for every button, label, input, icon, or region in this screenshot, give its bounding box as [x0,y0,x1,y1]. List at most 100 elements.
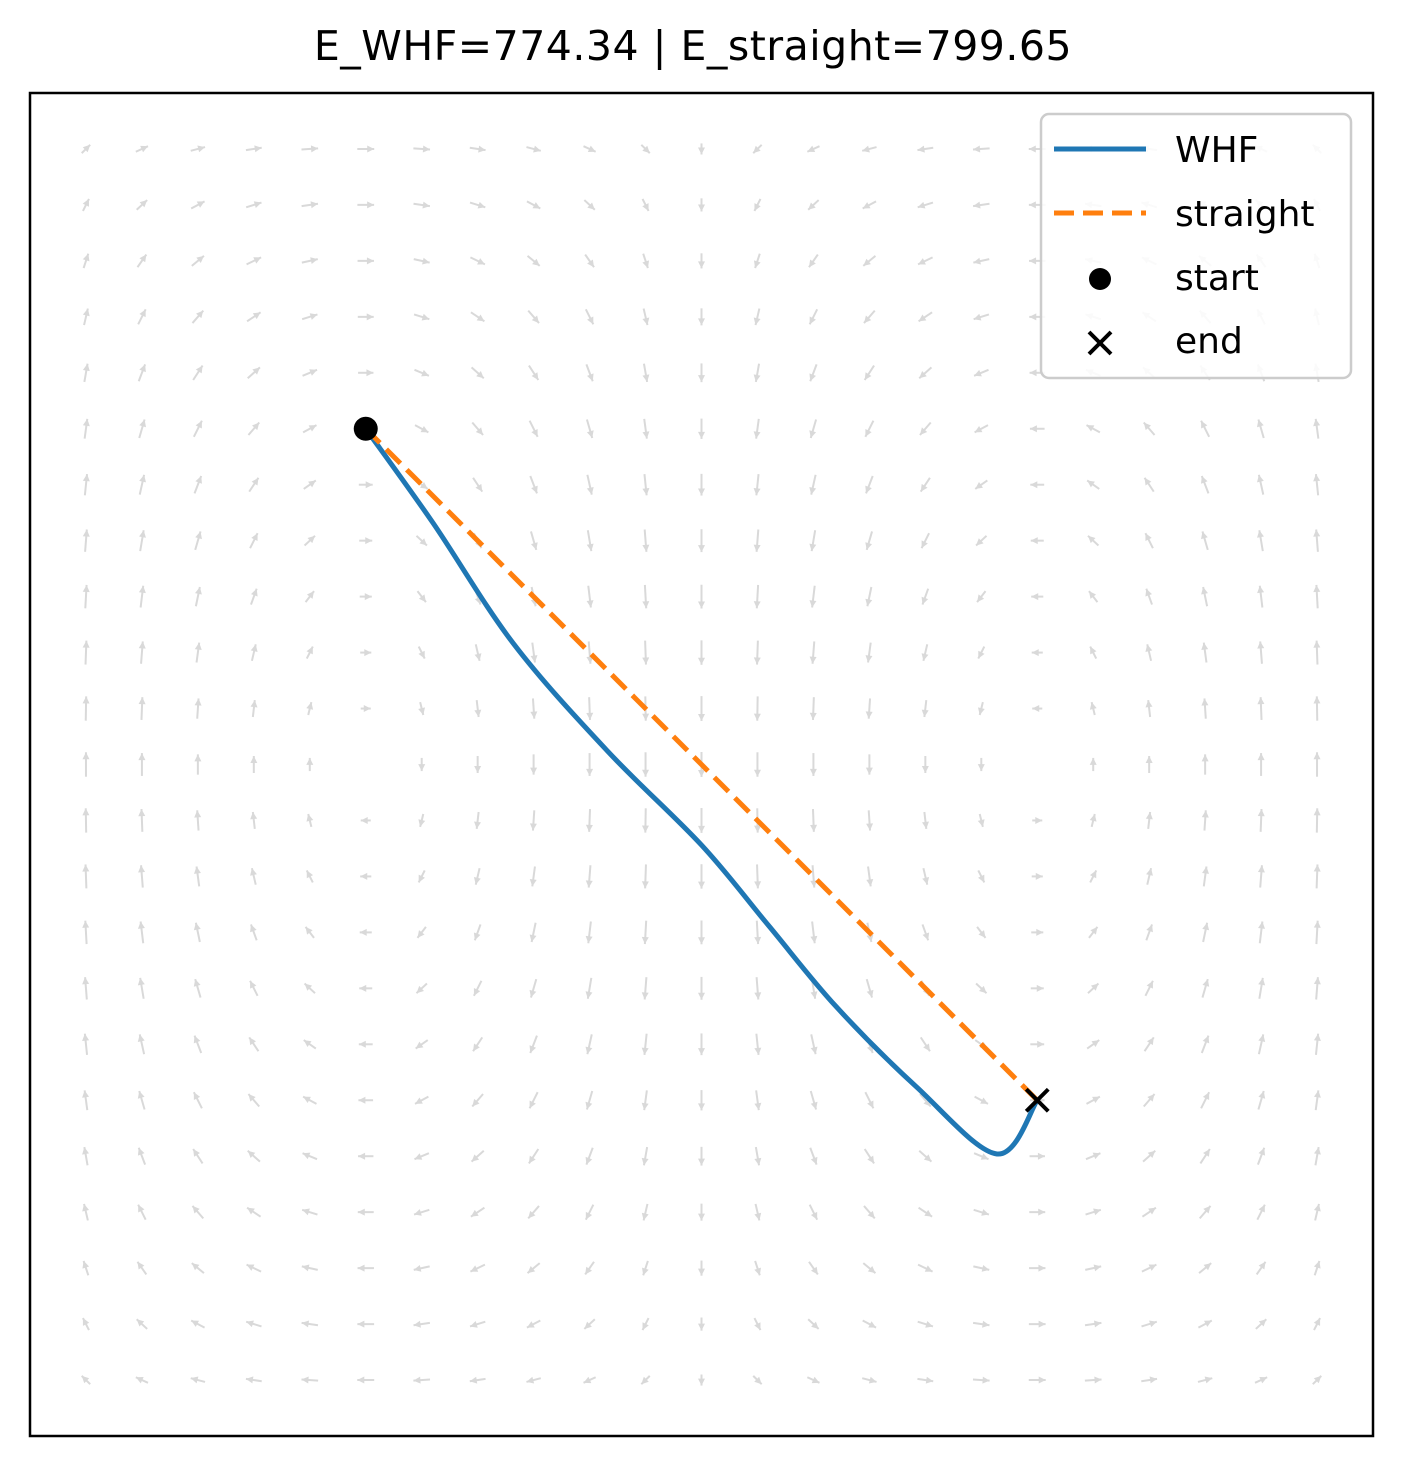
quiver-arrow [1257,865,1265,888]
quiver-arrow [469,256,486,266]
quiver-arrow [529,475,538,494]
quiver-arrow [1141,1320,1158,1328]
quiver-arrow [641,864,649,889]
quiver-arrow [862,1319,877,1329]
quiver-arrow [250,699,258,718]
quiver-arrow [137,364,147,382]
quiver-arrow [471,421,484,436]
quiver-arrow [194,810,202,831]
legend-box [1039,112,1353,380]
quiver-arrow [1032,816,1043,824]
quiver-arrow [530,754,538,775]
quiver-arrow [301,1376,319,1384]
quiver-arrow [863,365,875,381]
quiver-arrow [698,143,705,155]
quiver-arrow [1202,866,1209,887]
quiver-arrow [698,808,705,833]
quiver-arrow [246,256,262,266]
quiver-arrow [526,200,541,210]
quiver-arrow [414,368,430,377]
quiver-arrow [1256,474,1265,495]
quiver-arrow [865,698,873,719]
quiver-arrow [82,1317,90,1331]
quiver-arrow [1257,530,1264,552]
quiver-arrow [1029,1208,1046,1216]
quiver-arrow [526,255,541,267]
quiver-arrow [303,982,316,994]
quiver-arrow [918,366,933,379]
quiver-arrow [301,201,319,209]
legend-start-label: start [1175,258,1259,299]
quiver-arrow [82,253,90,269]
quiver-arrow [1144,980,1154,997]
quiver-arrow [246,1206,262,1218]
quiver-arrow [469,1263,486,1273]
quiver-arrow [194,586,202,607]
quiver-arrow [418,701,426,716]
quiver-arrow [1199,1148,1211,1164]
quiver-arrow [194,866,201,887]
quiver-arrow [977,813,985,828]
quiver-arrow [917,145,934,153]
quiver-arrow [1141,1376,1158,1384]
quiver-arrow [921,756,929,773]
quiver-arrow [1086,1039,1100,1050]
quiver-arrow [246,1263,262,1273]
quiver-arrow [1257,641,1265,664]
quiver-arrow [247,1150,261,1163]
quiver-arrow [1257,697,1265,720]
quiver-arrow [82,308,90,326]
quiver-arrow [191,1205,205,1220]
quiver-arrow [809,474,817,495]
quiver-arrow [698,529,705,553]
quiver-arrow [469,201,486,209]
quiver-arrow [1200,1091,1211,1109]
quiver-arrow [82,584,90,609]
quiver-arrow [640,1375,651,1385]
quiver-arrow [1031,593,1044,601]
quiver-arrow [1086,479,1100,490]
quiver-arrow [1202,922,1210,943]
quiver-arrow [1145,588,1153,605]
quiver-arrow [136,1318,148,1330]
quiver-arrow [301,145,319,153]
quiver-arrow [641,1090,649,1111]
quiver-arrow [754,1260,761,1276]
quiver-arrow [1145,924,1153,941]
quiver-arrow [698,584,705,609]
quiver-arrow [974,479,988,490]
quiver-arrow [469,145,486,153]
quiver-arrow [1145,756,1153,773]
quiver-arrow [754,920,762,945]
quiver-arrow [136,199,148,211]
quiver-arrow [863,309,876,324]
quiver-arrow [357,201,375,209]
quiver-arrow [583,145,597,153]
quiver-arrow [247,366,261,379]
quiver-arrow [698,308,705,326]
quiver-arrow [82,1146,90,1166]
quiver-arrow [753,418,761,439]
quiver-arrow [752,144,763,154]
quiver-arrow [473,924,482,941]
quiver-arrow [1313,640,1321,665]
quiver-arrow [473,980,483,997]
quiver-arrow [359,984,373,992]
quiver-arrow [641,1033,649,1056]
quiver-arrow [1031,872,1043,880]
quiver-arrow [810,921,818,944]
quiver-arrow [1088,926,1099,939]
quiver-arrow [413,1320,431,1328]
quiver-arrow [754,1203,762,1221]
quiver-arrow [973,368,989,377]
plot-frame [28,91,1375,1438]
quiver-arrow [194,642,202,663]
quiver-arrow [1256,1147,1266,1165]
quiver-arrow [810,865,818,888]
quiver-arrow [474,699,482,718]
quiver-arrow [137,921,145,944]
quiver-arrow [640,144,651,154]
quiver-arrow [249,532,259,549]
quiver-arrow [529,978,538,998]
quiver-arrow [414,1095,429,1105]
